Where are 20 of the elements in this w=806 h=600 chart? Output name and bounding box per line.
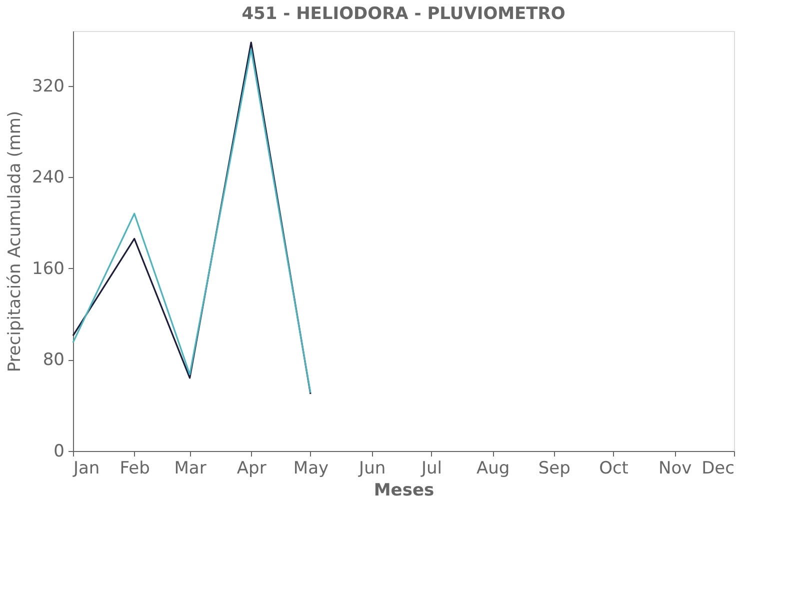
- y-axis-title: Precipitación Acumulada (mm): [5, 110, 26, 372]
- y-tick-label: 80: [42, 350, 64, 370]
- x-tick-label: Jan: [72, 458, 100, 478]
- x-tick-label: Feb: [120, 458, 150, 478]
- y-tick-label: 0: [54, 442, 64, 462]
- x-tick-label: Nov: [658, 458, 692, 478]
- y-tick-label: 240: [32, 168, 64, 188]
- x-tick-label: May: [293, 458, 329, 478]
- x-tick-label: Oct: [599, 458, 629, 478]
- y-tick-label: 320: [32, 76, 64, 96]
- y-tick-label: 160: [32, 258, 64, 279]
- chart-title: 451 - HELIODORA - PLUVIOMETRO: [242, 4, 566, 24]
- x-tick-label: Aug: [476, 458, 510, 478]
- x-tick-label: Jul: [420, 458, 442, 478]
- x-tick-label: Apr: [236, 458, 266, 478]
- x-tick-label: Dec: [702, 458, 734, 478]
- x-tick-label: Jun: [358, 458, 386, 478]
- x-tick-label: Sep: [538, 458, 570, 478]
- x-axis-title: Meses: [374, 480, 434, 500]
- x-tick-label: Mar: [174, 458, 206, 478]
